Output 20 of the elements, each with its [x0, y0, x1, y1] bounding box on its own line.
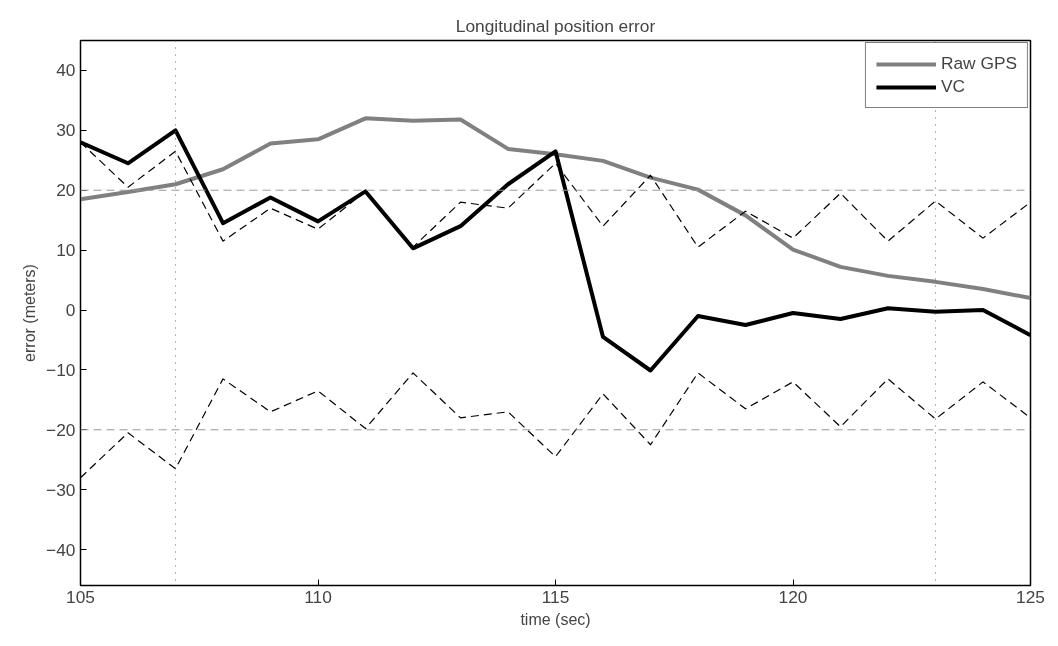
y-tick-label: 10 — [56, 240, 76, 261]
y-tick-label: −40 — [46, 539, 76, 560]
legend-label: VC — [940, 76, 965, 97]
y-axis-title: error (meters) — [21, 264, 39, 362]
chart-title: Longitudinal position error — [455, 15, 656, 36]
x-tick-label: 120 — [778, 586, 808, 607]
x-tick-label: 125 — [1016, 586, 1045, 607]
x-axis-title: time (sec) — [520, 610, 591, 628]
y-tick-label: −30 — [46, 479, 76, 500]
line-series — [80, 116, 1031, 301]
x-tick-label: 110 — [304, 586, 332, 607]
y-tick-label: 20 — [56, 180, 76, 201]
x-tick-label: 115 — [541, 586, 570, 607]
y-tick-label: 30 — [56, 120, 76, 141]
y-tick-label: 40 — [56, 60, 76, 81]
legend-label: Raw GPS — [940, 53, 1017, 74]
y-tick-label: 0 — [65, 300, 76, 321]
y-tick-label: −20 — [46, 419, 76, 440]
x-tick-label: 105 — [66, 586, 95, 607]
y-tick-label: −10 — [46, 359, 76, 380]
